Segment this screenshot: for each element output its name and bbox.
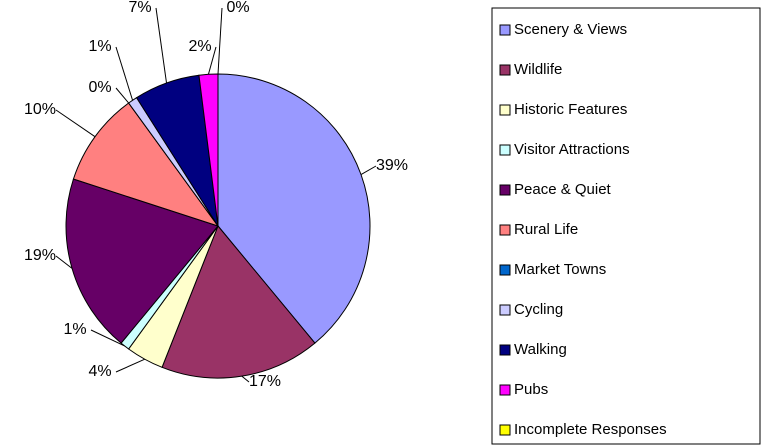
legend-label: Market Towns: [514, 261, 606, 278]
legend-swatch: [499, 64, 511, 76]
data-label: 39%: [376, 157, 408, 174]
legend-label: Incomplete Responses: [514, 421, 667, 438]
legend-label: Scenery & Views: [514, 21, 627, 38]
data-label: 19%: [24, 247, 56, 264]
legend-swatch: [499, 184, 511, 196]
legend-swatch: [499, 424, 511, 436]
data-label: 10%: [24, 101, 56, 118]
pie-slice: [161, 225, 316, 379]
legend-swatch: [499, 304, 511, 316]
legend-box: [491, 7, 761, 445]
data-label: 7%: [128, 0, 151, 16]
data-label: 1%: [88, 38, 111, 55]
legend-label: Visitor Attractions: [514, 141, 630, 158]
legend-swatch: [499, 24, 511, 36]
leader-line: [55, 109, 96, 138]
legend-label: Peace & Quiet: [514, 181, 612, 198]
leader-line: [55, 255, 73, 269]
legend-label: Pubs: [514, 381, 548, 398]
leader-line: [90, 329, 126, 347]
data-label: 0%: [226, 0, 249, 16]
legend-swatch: [499, 344, 511, 356]
data-label: 17%: [249, 373, 281, 390]
legend-swatch: [499, 384, 511, 396]
data-label: 4%: [88, 363, 111, 380]
leader-line: [207, 46, 217, 75]
leader-line: [115, 46, 134, 101]
legend-swatch: [499, 264, 511, 276]
legend-swatch: [499, 144, 511, 156]
data-label: 2%: [188, 38, 211, 55]
pie-slice: [217, 73, 371, 344]
legend-label: Historic Features: [514, 101, 627, 118]
legend-swatch: [499, 104, 511, 116]
leader-line: [115, 358, 145, 373]
leader-line: [155, 7, 168, 84]
legend-label: Walking: [514, 341, 567, 358]
legend-label: Cycling: [514, 301, 563, 318]
legend-label: Rural Life: [514, 221, 578, 238]
data-label: 0%: [88, 79, 111, 96]
leader-line: [115, 87, 130, 104]
leader-line: [360, 165, 377, 175]
legend-swatch: [499, 224, 511, 236]
leader-line: [241, 375, 250, 383]
data-label: 1%: [63, 321, 86, 338]
legend-label: Wildlife: [514, 61, 562, 78]
leader-line: [217, 7, 223, 75]
